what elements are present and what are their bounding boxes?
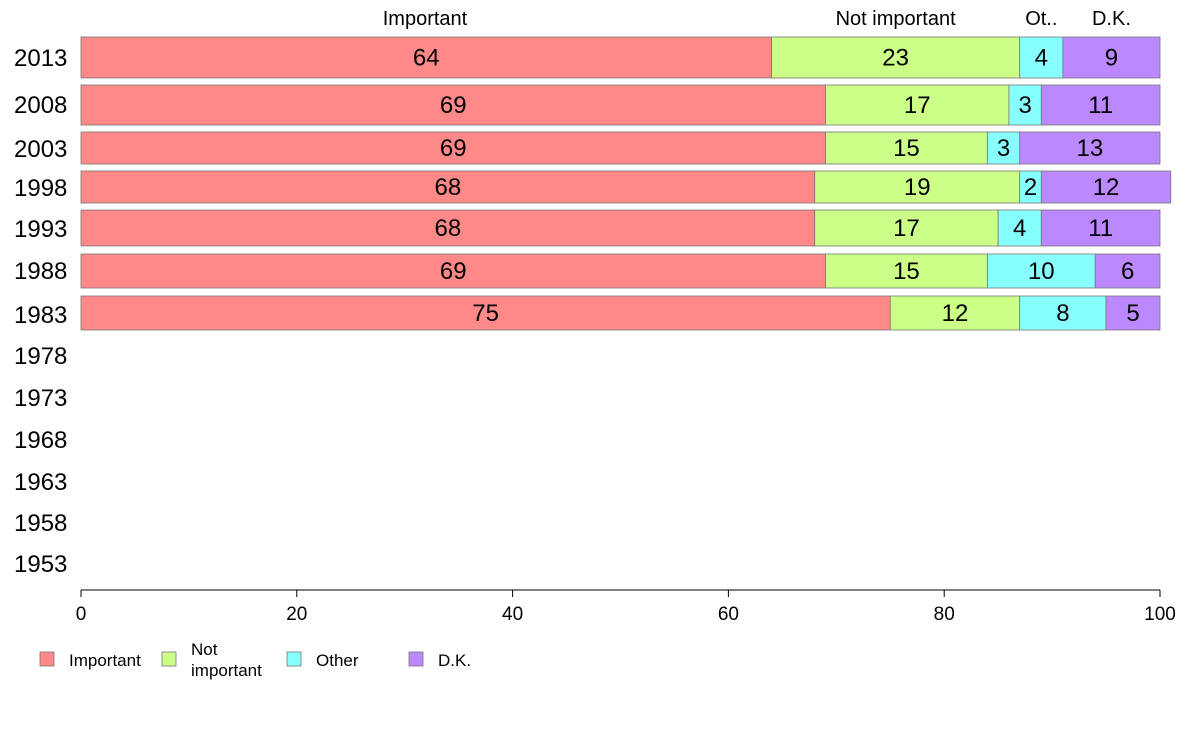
data-label: 4 xyxy=(1035,45,1048,72)
bar-segment xyxy=(814,170,1021,204)
category-label: 1993 xyxy=(14,216,67,243)
data-label: 69 xyxy=(440,92,467,119)
legend-label: important xyxy=(191,661,262,680)
bar-segment xyxy=(825,131,988,165)
category-label: 1983 xyxy=(14,302,67,329)
x-tick-label: 60 xyxy=(718,604,739,625)
data-label: 5 xyxy=(1126,300,1139,327)
legend-label: Important xyxy=(69,651,141,670)
data-label: 10 xyxy=(1028,258,1055,285)
bar-segment xyxy=(1019,295,1107,331)
x-tick-label: 100 xyxy=(1144,604,1176,625)
data-label: 3 xyxy=(1018,92,1031,119)
column-header: Important xyxy=(383,8,468,30)
legend-swatch xyxy=(39,651,55,667)
category-label: 1968 xyxy=(14,427,67,454)
category-label: 1963 xyxy=(14,469,67,496)
data-label: 2 xyxy=(1024,174,1037,201)
data-label: 8 xyxy=(1056,300,1069,327)
legend-swatch xyxy=(286,651,302,667)
bar-segment xyxy=(771,36,1021,79)
category-label: 1998 xyxy=(14,175,67,202)
data-label: 75 xyxy=(472,300,499,327)
bar-segment xyxy=(825,84,1010,126)
data-label: 68 xyxy=(435,215,462,242)
bar-segment xyxy=(80,84,826,126)
data-label: 68 xyxy=(435,174,462,201)
data-label: 69 xyxy=(440,258,467,285)
bar-segment xyxy=(1040,84,1161,126)
category-label: 1953 xyxy=(14,551,67,578)
data-label: 9 xyxy=(1105,45,1118,72)
bar-segment xyxy=(1019,131,1161,165)
legend-label: Not xyxy=(191,640,218,659)
data-label: 12 xyxy=(1093,174,1120,201)
category-label: 1988 xyxy=(14,258,67,285)
x-tick-label: 0 xyxy=(76,604,87,625)
data-label: 11 xyxy=(1088,215,1113,242)
bar-segment xyxy=(1105,295,1161,331)
bar-segment xyxy=(80,253,826,289)
data-label: 15 xyxy=(893,258,920,285)
data-label: 19 xyxy=(904,174,931,201)
data-label: 17 xyxy=(893,215,920,242)
legend-swatch xyxy=(408,651,424,667)
category-label: 1978 xyxy=(14,343,67,370)
bar-segment xyxy=(1094,253,1161,289)
column-header: Not important xyxy=(836,8,956,30)
column-header: D.K. xyxy=(1092,8,1131,30)
legend-label: Other xyxy=(316,651,359,670)
data-label: 4 xyxy=(1013,215,1026,242)
category-label: 1973 xyxy=(14,385,67,412)
bar-segment xyxy=(889,295,1021,331)
bar-segment xyxy=(80,209,816,247)
legend-swatch xyxy=(161,651,177,667)
category-label: 2013 xyxy=(14,45,67,72)
bar-segment xyxy=(80,170,816,204)
bar-segment xyxy=(80,36,772,79)
data-label: 11 xyxy=(1088,92,1113,119)
data-label: 6 xyxy=(1121,258,1134,285)
x-tick-label: 40 xyxy=(502,604,523,625)
column-header: Ot.. xyxy=(1025,8,1057,30)
bar-segment xyxy=(1040,209,1161,247)
bar-segment xyxy=(80,295,891,331)
bar-segment xyxy=(1062,36,1161,79)
legend-label: D.K. xyxy=(438,651,471,670)
data-label: 12 xyxy=(942,300,969,327)
category-label: 2008 xyxy=(14,92,67,119)
x-tick-label: 80 xyxy=(934,604,955,625)
bar-segment xyxy=(825,253,988,289)
bar-segment xyxy=(997,209,1042,247)
data-label: 3 xyxy=(997,135,1010,162)
bar-segment xyxy=(1019,36,1064,79)
data-label: 64 xyxy=(413,45,440,72)
data-label: 23 xyxy=(882,45,909,72)
data-label: 69 xyxy=(440,135,467,162)
bar-segment xyxy=(986,253,1096,289)
data-label: 17 xyxy=(904,92,931,119)
bar-segment xyxy=(814,209,999,247)
category-label: 1958 xyxy=(14,510,67,537)
bar-segment xyxy=(80,131,826,165)
data-label: 15 xyxy=(893,135,920,162)
bar-segment xyxy=(1040,170,1172,204)
x-tick-label: 20 xyxy=(286,604,307,625)
data-label: 13 xyxy=(1077,135,1104,162)
category-label: 2003 xyxy=(14,136,67,163)
bar-segment xyxy=(1008,84,1042,126)
